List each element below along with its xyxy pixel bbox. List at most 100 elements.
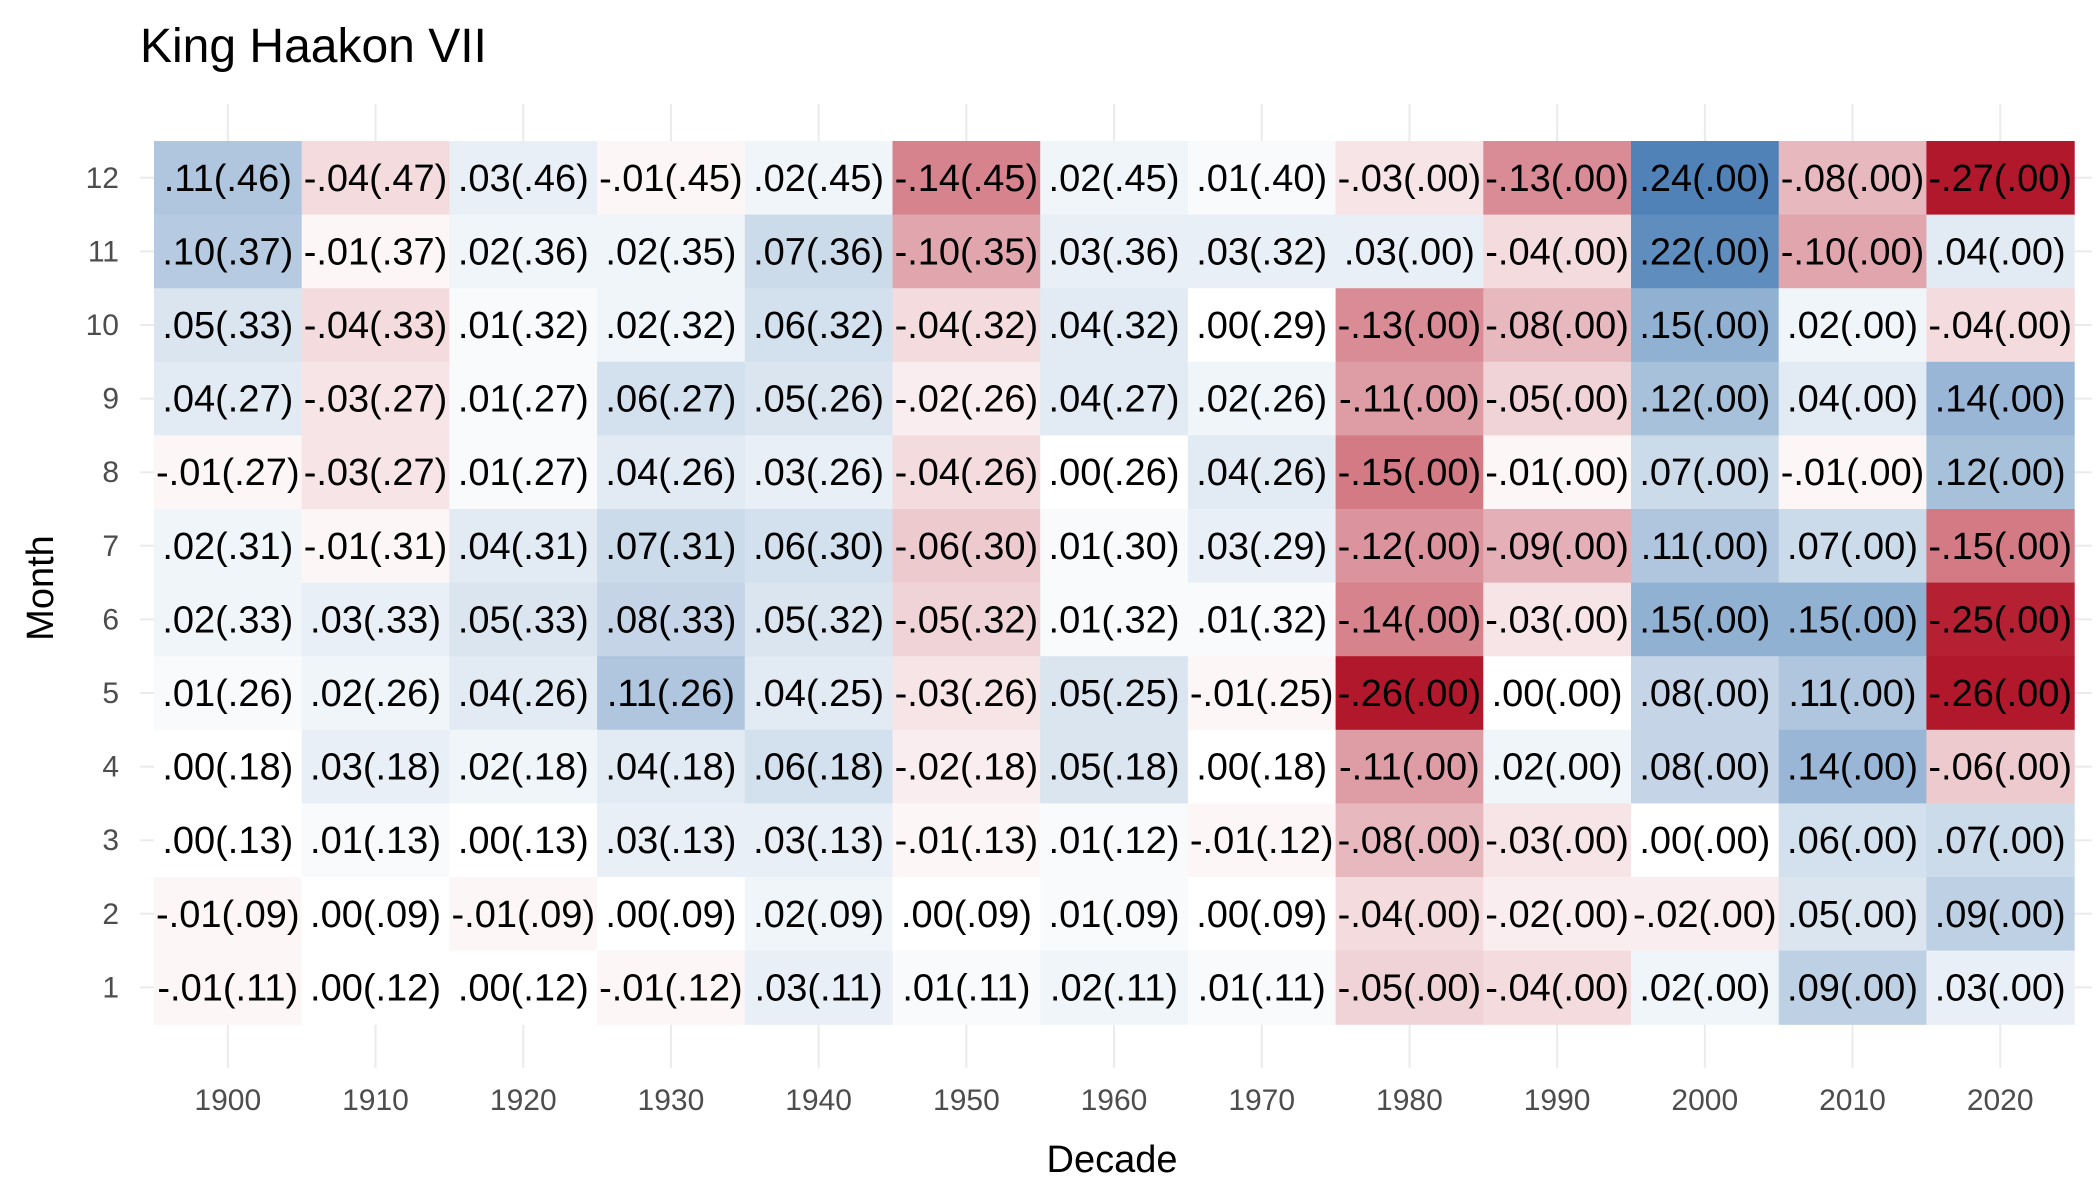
x-tick-label: 1980	[1376, 1084, 1443, 1117]
cell-label: .02(.00)	[1492, 747, 1623, 789]
heatmap-cell	[301, 656, 450, 731]
heatmap-cell	[744, 950, 894, 1025]
cell-label: .02(.09)	[753, 894, 884, 936]
heatmap-cell	[1040, 435, 1189, 510]
cell-label: -.04(.00)	[1928, 305, 2072, 347]
x-tick-label: 1960	[1081, 1084, 1148, 1117]
cell-label: -.10(.00)	[1781, 231, 1925, 273]
heatmap-cell	[449, 435, 598, 510]
cell-label: .00(.09)	[310, 894, 441, 936]
x-tick-label: 1950	[933, 1084, 1000, 1117]
cell-label: .03(.33)	[310, 599, 441, 641]
cell-label: -.01(.00)	[1781, 452, 1925, 494]
heatmap-cell	[597, 656, 746, 731]
cell-label: -.04(.32)	[895, 305, 1039, 347]
cell-label: .04(.27)	[162, 379, 293, 421]
y-tick-label: 4	[102, 751, 119, 784]
heatmap-cell	[1187, 214, 1337, 289]
cell-label: .03(.11)	[755, 967, 883, 1009]
cell-label: .06(.00)	[1787, 820, 1918, 862]
cell-label: .01(.27)	[458, 379, 589, 421]
cell-label: .04(.25)	[753, 673, 884, 715]
heatmap-cell	[892, 361, 1041, 436]
cell-label: -.04(.33)	[304, 305, 448, 347]
heatmap-cell	[1631, 877, 1780, 952]
cell-label: -.10(.35)	[895, 231, 1039, 273]
heatmap-cell	[301, 361, 450, 436]
cell-label: .11(.00)	[1641, 526, 1769, 568]
heatmap-cell	[449, 582, 598, 657]
heatmap-cell	[892, 435, 1041, 510]
cell-labels: .11(.46) -.04(.47) .03(.46) -.01(.45) .02(.4…	[156, 158, 2072, 1010]
cell-label: -.26(.00)	[1338, 673, 1482, 715]
cell-label: .04(.00)	[1787, 379, 1918, 421]
heatmap-cell	[1187, 509, 1337, 584]
heatmap-cell	[449, 214, 598, 289]
heatmap-cell	[597, 288, 746, 363]
heatmap-cell	[1483, 214, 1632, 289]
cell-label: .01(.27)	[458, 452, 589, 494]
heatmap-cell	[1926, 877, 2075, 952]
cell-label: -.02(.00)	[1485, 894, 1629, 936]
cell-label: .01(.32)	[1196, 599, 1327, 641]
heatmap-cell	[1778, 214, 1927, 289]
heatmap-cell	[301, 950, 450, 1025]
cell-label: .03(.26)	[753, 452, 884, 494]
heatmap-cell	[154, 288, 303, 363]
heatmap-cell	[1926, 435, 2075, 510]
heatmap-cell	[1631, 582, 1780, 657]
cell-label: .00(.00)	[1639, 820, 1770, 862]
heatmap-cell	[154, 214, 303, 289]
heatmap-cell	[892, 214, 1041, 289]
cell-label: -.11(.00)	[1339, 747, 1480, 789]
heatmap-cell	[1483, 435, 1632, 510]
cell-label: .06(.32)	[753, 305, 884, 347]
x-tick-label: 2000	[1671, 1084, 1738, 1117]
cell-label: .09(.00)	[1935, 894, 2066, 936]
cell-label: .11(.46)	[164, 158, 292, 200]
cell-label: .08(.33)	[605, 599, 736, 641]
heatmap-cell	[892, 582, 1041, 657]
cell-label: .07(.31)	[605, 526, 736, 568]
cell-label: -.03(.27)	[304, 379, 448, 421]
heatmap-cell	[1631, 141, 1780, 216]
heatmap-cell	[1335, 361, 1484, 436]
cell-label: -.05(.32)	[895, 599, 1039, 641]
heatmap-cell	[1926, 656, 2075, 731]
y-tick-label: 1	[102, 971, 119, 1004]
heatmap-cell	[744, 141, 894, 216]
heatmap-cell	[744, 729, 894, 804]
heatmap-cell	[1187, 877, 1337, 952]
heatmap-cell	[744, 435, 894, 510]
cell-label: .03(.32)	[1196, 231, 1327, 273]
x-tick-label: 1920	[490, 1084, 557, 1117]
heatmap-cell	[597, 729, 746, 804]
cell-label: .04(.27)	[1049, 379, 1180, 421]
heatmap-cell	[449, 729, 598, 804]
x-tick-label: 1990	[1524, 1084, 1591, 1117]
cell-label: .05(.25)	[1049, 673, 1180, 715]
cell-label: .04(.31)	[458, 526, 589, 568]
heatmap-cell	[1335, 803, 1484, 878]
cell-label: .03(.00)	[1935, 967, 2066, 1009]
cell-label: .00(.13)	[458, 820, 589, 862]
x-tick-label: 1910	[342, 1084, 409, 1117]
heatmap-cell	[1631, 214, 1780, 289]
cell-label: .02(.45)	[1049, 158, 1180, 200]
heatmap-cell	[1631, 950, 1780, 1025]
heatmap-cell	[449, 361, 598, 436]
heatmap-cell	[597, 803, 746, 878]
heatmap-cell	[1778, 656, 1927, 731]
cell-label: .01(.12)	[1049, 820, 1180, 862]
heatmap-cell	[154, 950, 303, 1025]
cell-label: .04(.00)	[1935, 231, 2066, 273]
cell-label: .04(.18)	[605, 747, 736, 789]
heatmap-cell	[597, 950, 746, 1025]
cell-label: .01(.11)	[902, 967, 1030, 1009]
cell-label: -.15(.00)	[1338, 452, 1482, 494]
heatmap-cell	[1187, 803, 1337, 878]
heatmap-cell	[1187, 288, 1337, 363]
cell-label: -.12(.00)	[1338, 526, 1482, 568]
heatmap-cell	[1483, 656, 1632, 731]
